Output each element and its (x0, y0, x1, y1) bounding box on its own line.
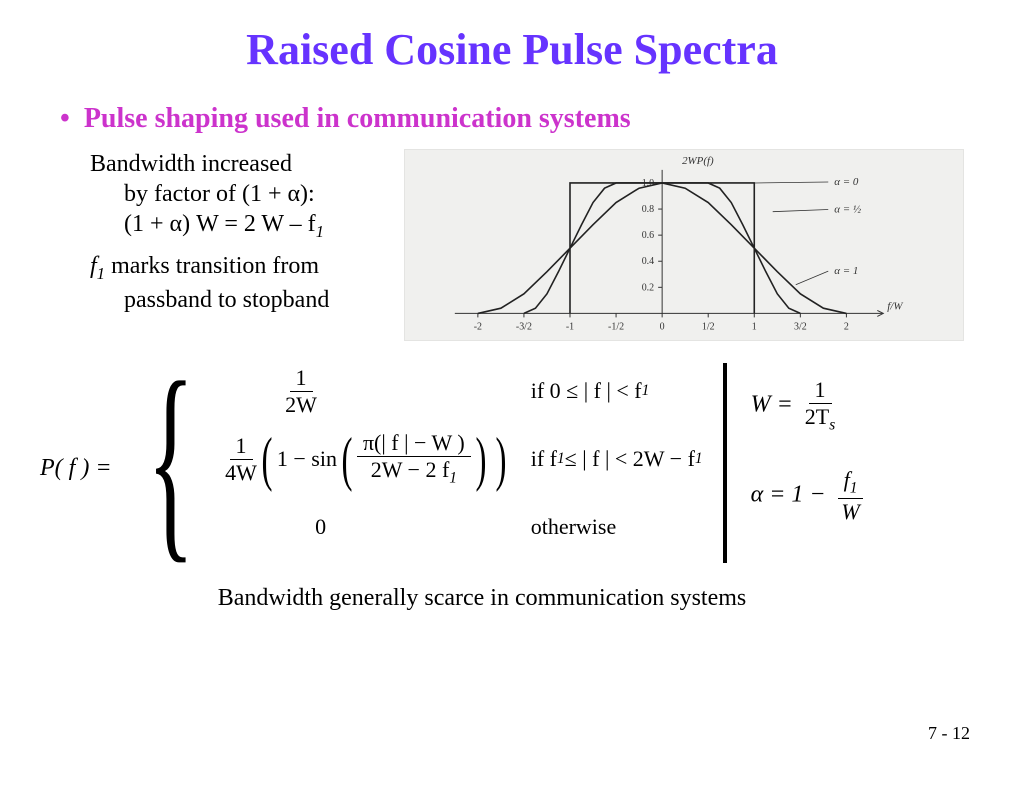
left-text-block: Bandwidth increased by factor of (1 + α)… (90, 149, 400, 341)
svg-text:0.2: 0.2 (642, 282, 654, 293)
case2-f1-num: 1 (230, 435, 253, 460)
left-line-1: Bandwidth increased (90, 149, 400, 179)
cond1-text: if 0 ≤ | f | < f (531, 378, 642, 404)
left-l3a-sub: 1 (97, 264, 105, 283)
eq2-den: W (841, 499, 859, 523)
side-eq-2: α = 1 − f1 W (751, 469, 864, 523)
page-number: 7 - 12 (928, 723, 970, 744)
svg-text:-1/2: -1/2 (608, 321, 624, 332)
case2-f1-den: 4W (225, 460, 257, 484)
side-equations: W = 1 2Ts α = 1 − f1 W (751, 379, 864, 523)
cond-2: if f1 ≤ | f | < 2W − f1 (531, 427, 703, 491)
cond2-sub1: 1 (557, 450, 565, 468)
eq1-num: 1 (809, 379, 832, 404)
left-line-4: passband to stopband (90, 285, 400, 315)
cond2-a: if f (531, 446, 557, 472)
left-l2b-sub: 1 (316, 222, 324, 241)
svg-text:α = 0: α = 0 (834, 176, 859, 188)
svg-text:2: 2 (844, 321, 849, 332)
eq1-den: 2Ts (805, 404, 835, 433)
raised-cosine-chart: -2-3/2-1-1/201/213/220.20.40.60.81.02WP(… (404, 149, 964, 341)
case2-den-sub: 1 (449, 469, 457, 486)
svg-text:f/W: f/W (887, 300, 903, 312)
case-3: 0 (225, 495, 511, 559)
eq1-den-sub: s (829, 416, 835, 433)
eq-lhs: P( f ) = (40, 455, 112, 482)
case2-inner-den: 2W − 2 f1 (371, 457, 457, 486)
case1-frac: 1 2W (285, 367, 317, 416)
equation-row: P( f ) = { 1 2W 1 4W ( 1 − sin ( π(| f |… (40, 359, 1024, 563)
svg-text:-3/2: -3/2 (516, 321, 532, 332)
left-line-2b: (1 + α) W = 2 W – f1 (90, 209, 400, 243)
vertical-separator (723, 363, 727, 563)
chart-svg: -2-3/2-1-1/201/213/220.20.40.60.81.02WP(… (405, 150, 963, 341)
case2-den-a: 2W − 2 f (371, 457, 450, 482)
side-eq-1: W = 1 2Ts (751, 379, 864, 433)
body-row: Bandwidth increased by factor of (1 + α)… (90, 149, 1024, 341)
svg-text:0.4: 0.4 (642, 256, 654, 267)
eq2-num-sub: 1 (850, 479, 858, 496)
brace-icon: { (147, 359, 195, 559)
eq1-lhs: W = (751, 391, 793, 417)
cond2-sub2: 1 (695, 450, 703, 468)
svg-text:1/2: 1/2 (702, 321, 715, 332)
bullet-row: • Pulse shaping used in communication sy… (60, 103, 1024, 135)
cond3-text: otherwise (531, 514, 617, 540)
case2-frac1: 1 4W (225, 435, 257, 484)
lparen2-icon: ( (341, 429, 352, 489)
eq1-frac: 1 2Ts (805, 379, 835, 433)
eq2-frac: f1 W (838, 469, 864, 523)
case1-den: 2W (285, 392, 317, 416)
svg-text:3/2: 3/2 (794, 321, 807, 332)
slide-title: Raised Cosine Pulse Spectra (0, 24, 1024, 75)
case-1: 1 2W (225, 359, 511, 423)
left-l3b: marks transition from (105, 253, 319, 279)
svg-text:-2: -2 (474, 321, 482, 332)
cond-1: if 0 ≤ | f | < f1 (531, 359, 703, 423)
case1-num: 1 (290, 367, 313, 392)
case2-prefix: 1 − sin (277, 446, 337, 472)
footer-text: Bandwidth generally scarce in communicat… (0, 585, 1024, 612)
eq2-lhs: α = 1 − (751, 481, 826, 507)
rparen-icon: ) (495, 429, 506, 489)
rparen2-icon: ) (475, 429, 486, 489)
svg-text:α = 1: α = 1 (834, 265, 858, 277)
eq2-num: f1 (838, 469, 864, 499)
left-l3a: f (90, 253, 97, 279)
cond1-sub: 1 (642, 382, 650, 400)
case-2: 1 4W ( 1 − sin ( π(| f | − W ) 2W − 2 f1… (225, 427, 511, 491)
bullet-dot: • (60, 103, 70, 135)
lparen-icon: ( (261, 429, 272, 489)
left-l2b-text: (1 + α) W = 2 W – f (124, 211, 316, 237)
case2-inner-frac: π(| f | − W ) 2W − 2 f1 (357, 432, 471, 486)
cond2-b: ≤ | f | < 2W − f (565, 446, 695, 472)
svg-text:-1: -1 (566, 321, 574, 332)
eq1-den-a: 2T (805, 404, 829, 429)
case3-text: 0 (315, 514, 326, 540)
svg-text:2WP(f): 2WP(f) (682, 155, 714, 167)
svg-text:α = ½: α = ½ (834, 204, 861, 216)
eq-conditions: if 0 ≤ | f | < f1 if f1 ≤ | f | < 2W − f… (531, 359, 703, 559)
svg-text:0.8: 0.8 (642, 204, 654, 215)
svg-text:1: 1 (752, 321, 757, 332)
svg-text:0: 0 (660, 321, 665, 332)
cond-3: otherwise (531, 495, 703, 559)
case2-inner-num: π(| f | − W ) (357, 432, 471, 457)
bullet-text: Pulse shaping used in communication syst… (84, 103, 631, 135)
left-line-2a: by factor of (1 + α): (90, 179, 400, 209)
svg-text:0.6: 0.6 (642, 230, 654, 241)
left-line-3: f1 marks transition from (90, 251, 400, 285)
eq-cases: 1 2W 1 4W ( 1 − sin ( π(| f | − W ) 2W −… (225, 359, 511, 559)
